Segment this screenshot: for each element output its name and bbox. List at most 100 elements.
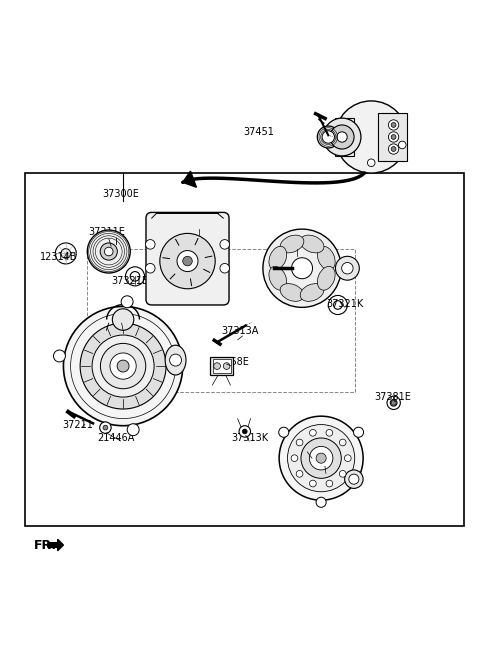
Ellipse shape	[280, 235, 304, 253]
Bar	[378, 113, 408, 161]
FancyBboxPatch shape	[146, 212, 229, 305]
Circle shape	[121, 296, 133, 308]
Circle shape	[334, 301, 342, 309]
Circle shape	[296, 471, 303, 477]
Bar	[213, 359, 231, 373]
Circle shape	[100, 422, 111, 434]
Circle shape	[337, 132, 347, 142]
Circle shape	[279, 427, 289, 437]
Circle shape	[301, 441, 310, 450]
Circle shape	[177, 251, 198, 271]
Circle shape	[391, 400, 396, 405]
Ellipse shape	[165, 345, 186, 375]
Text: 37360E: 37360E	[88, 320, 125, 331]
Bar	[210, 357, 233, 375]
Circle shape	[339, 471, 346, 477]
Text: 37311E: 37311E	[88, 227, 125, 238]
Ellipse shape	[300, 235, 324, 253]
Circle shape	[100, 243, 117, 260]
Circle shape	[223, 363, 230, 369]
Polygon shape	[183, 171, 196, 187]
Circle shape	[391, 135, 396, 139]
Circle shape	[53, 350, 65, 362]
Bar	[335, 118, 354, 156]
Circle shape	[130, 271, 140, 281]
Ellipse shape	[317, 266, 335, 290]
Circle shape	[387, 396, 400, 409]
Circle shape	[388, 132, 399, 142]
Circle shape	[92, 335, 154, 397]
Text: 12314B: 12314B	[40, 252, 77, 262]
Text: 37313A: 37313A	[221, 326, 259, 336]
Circle shape	[100, 343, 146, 389]
Circle shape	[63, 307, 183, 426]
Ellipse shape	[269, 246, 287, 270]
Circle shape	[291, 258, 312, 279]
Circle shape	[55, 243, 76, 264]
Circle shape	[310, 480, 316, 487]
Circle shape	[336, 256, 360, 280]
Circle shape	[342, 262, 353, 274]
Text: 37313K: 37313K	[231, 433, 268, 443]
Bar	[25, 173, 464, 526]
Circle shape	[336, 141, 344, 148]
Text: FR.: FR.	[34, 538, 57, 551]
Circle shape	[391, 146, 396, 152]
Circle shape	[339, 439, 346, 446]
Circle shape	[239, 426, 251, 437]
Circle shape	[112, 309, 134, 330]
Circle shape	[297, 437, 314, 454]
Circle shape	[345, 470, 363, 488]
Polygon shape	[48, 539, 63, 551]
Text: 37321B: 37321B	[111, 275, 149, 286]
Circle shape	[145, 240, 155, 249]
Circle shape	[145, 264, 155, 273]
Circle shape	[335, 101, 408, 173]
Text: 37381E: 37381E	[374, 392, 411, 402]
Circle shape	[169, 354, 181, 366]
Circle shape	[110, 353, 136, 379]
Text: 37368E: 37368E	[212, 357, 249, 367]
Circle shape	[322, 131, 335, 143]
Circle shape	[242, 429, 247, 434]
Ellipse shape	[269, 266, 287, 290]
Circle shape	[326, 430, 333, 436]
Ellipse shape	[280, 284, 304, 301]
Circle shape	[349, 474, 359, 484]
Circle shape	[317, 126, 339, 148]
Text: 37300E: 37300E	[102, 189, 139, 199]
Circle shape	[220, 240, 229, 249]
Text: 37321K: 37321K	[326, 299, 364, 309]
Circle shape	[316, 453, 326, 464]
Circle shape	[310, 447, 333, 470]
Circle shape	[328, 296, 348, 314]
Text: 21446A: 21446A	[97, 433, 134, 443]
Circle shape	[220, 264, 229, 273]
Circle shape	[330, 125, 354, 149]
Circle shape	[214, 363, 220, 369]
Circle shape	[160, 234, 215, 289]
Circle shape	[183, 256, 192, 266]
Circle shape	[127, 424, 139, 436]
Text: 37320K: 37320K	[307, 465, 345, 476]
Circle shape	[390, 400, 397, 406]
Circle shape	[61, 249, 71, 258]
Text: 37340: 37340	[282, 240, 312, 251]
Text: 37451: 37451	[244, 127, 275, 137]
Circle shape	[323, 118, 361, 156]
Circle shape	[87, 230, 130, 273]
Circle shape	[125, 267, 144, 286]
Circle shape	[103, 425, 108, 430]
Circle shape	[310, 430, 316, 436]
Text: 37211: 37211	[62, 420, 93, 430]
Circle shape	[326, 480, 333, 487]
Circle shape	[391, 122, 396, 128]
Circle shape	[291, 455, 298, 462]
Ellipse shape	[300, 284, 324, 301]
Circle shape	[105, 247, 113, 256]
Ellipse shape	[317, 246, 335, 270]
Circle shape	[263, 229, 341, 307]
Circle shape	[288, 424, 355, 492]
Circle shape	[398, 141, 406, 148]
Text: 37390B: 37390B	[293, 450, 330, 460]
